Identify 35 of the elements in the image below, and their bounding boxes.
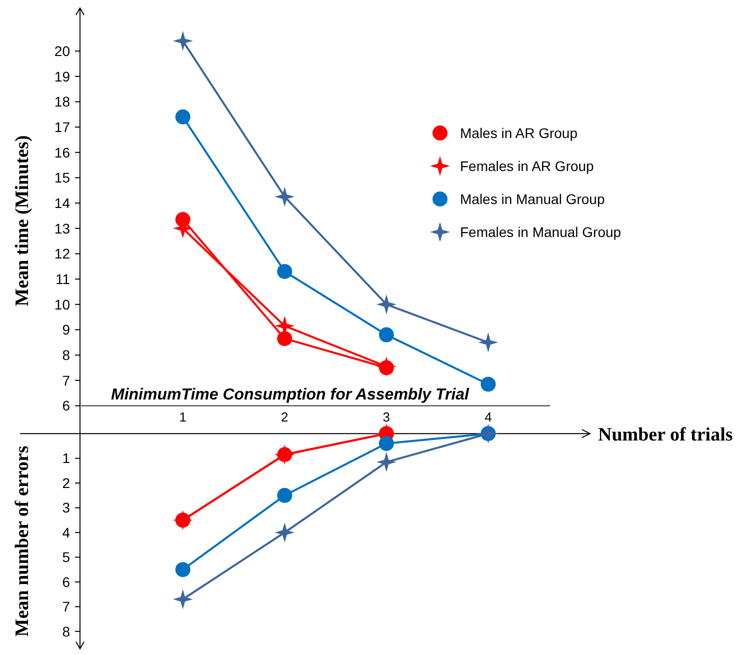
y-tick-label: 5 xyxy=(62,549,70,566)
y-tick-label: 18 xyxy=(54,94,70,110)
y-tick-label: 12 xyxy=(54,246,70,262)
y-tick-label: 8 xyxy=(62,623,70,640)
y-tick-label: 2 xyxy=(62,474,70,491)
y-tick-label: 4 xyxy=(62,524,70,540)
y-tick-label: 6 xyxy=(62,574,70,590)
y-tick-label: 8 xyxy=(62,346,70,363)
x-tick-label: 1 xyxy=(179,410,186,425)
x-tick-label: 3 xyxy=(382,410,390,425)
y-tick-label: 14 xyxy=(54,194,70,211)
legend-label: Females in AR Group xyxy=(460,158,594,174)
x-axis-title: Number of trials xyxy=(598,424,733,446)
y-tick-label: 3 xyxy=(62,500,70,516)
ref-line-label: MinimumTime Consumption for Assembly Trial xyxy=(111,386,470,404)
y-tick-label: 20 xyxy=(54,42,70,59)
y-tick-label: 7 xyxy=(62,598,70,615)
y-tick-label: 1 xyxy=(62,450,70,466)
x-tick-label: 2 xyxy=(281,410,288,425)
y-tick-label: 6 xyxy=(62,398,70,414)
y-tick-label: 13 xyxy=(54,220,70,236)
y-tick-label: 10 xyxy=(54,296,70,312)
y-tick-label: 9 xyxy=(62,322,70,338)
legend-label: Females in Manual Group xyxy=(460,224,622,240)
y-tick-label: 17 xyxy=(54,118,70,135)
y-tick-label: 11 xyxy=(55,270,70,287)
y-tick-label: 19 xyxy=(54,68,70,84)
legend-label: Males in Manual Group xyxy=(460,190,605,207)
y-tick-label: 15 xyxy=(54,170,70,186)
legend-label: Males in AR Group xyxy=(460,124,578,141)
y-axis-title: Mean number of errors xyxy=(12,446,33,637)
y-tick-label: 16 xyxy=(54,144,70,160)
y-axis-title: Mean time (Minutes) xyxy=(12,135,33,306)
x-tick-label: 4 xyxy=(484,410,492,425)
y-tick-label: 7 xyxy=(62,372,70,388)
